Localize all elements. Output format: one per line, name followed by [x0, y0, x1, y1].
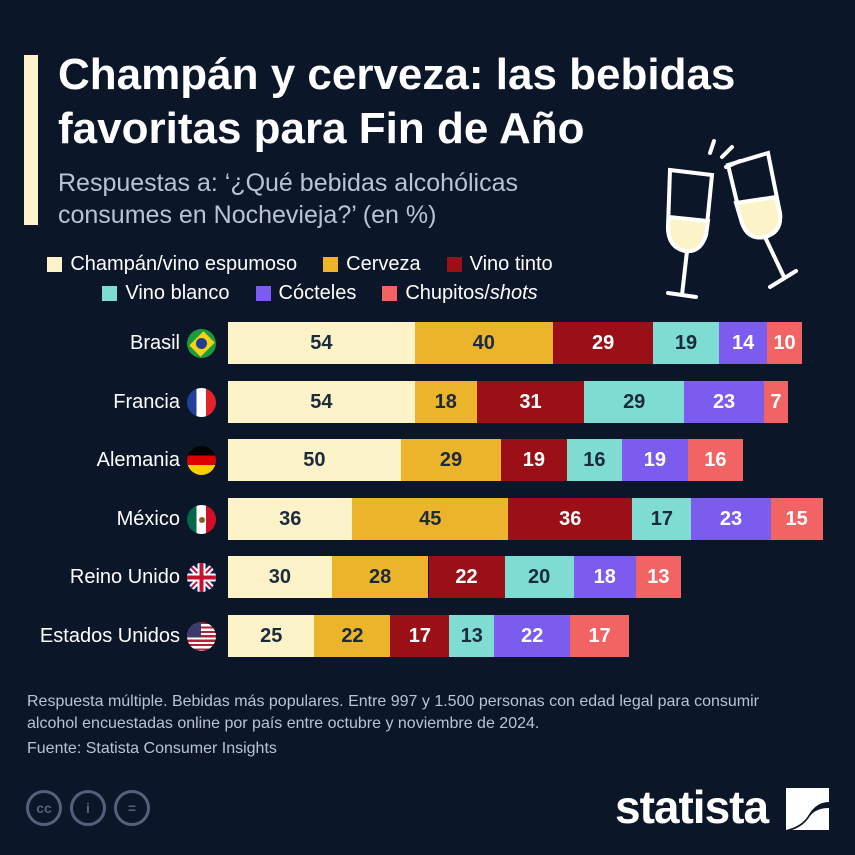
france-flag-icon [187, 388, 216, 417]
legend: Champán/vino espumoso Cerveza Vino tinto V… [0, 250, 600, 308]
bar-segment: 28 [331, 556, 429, 598]
bar-segment: 19 [622, 439, 688, 481]
source: Fuente: Statista Consumer Insights [27, 740, 277, 757]
bar-segment: 50 [228, 439, 401, 481]
bar-segment: 13 [449, 615, 495, 657]
uk-flag-icon [187, 563, 216, 592]
bar-segment: 30 [228, 556, 332, 598]
bar-segment: 23 [691, 498, 771, 540]
bar-segment: 23 [684, 381, 764, 423]
bar-segment: 22 [494, 615, 571, 657]
legend-swatch [446, 257, 462, 272]
category-label: Reino Unido [69, 566, 180, 588]
bar-segment: 16 [566, 439, 623, 481]
category-label: Francia [113, 391, 180, 413]
legend-swatch [47, 257, 63, 272]
bar-segment: 20 [504, 556, 574, 598]
bar-segment: 19 [653, 322, 719, 364]
legend-label: Vino blanco [125, 282, 230, 304]
category-label: Alemania [96, 449, 180, 471]
attribution-icon: i [70, 790, 106, 826]
legend-item: Cerveza [323, 253, 421, 276]
category-label: Estados Unidos [39, 625, 180, 647]
legend-label: Chupitos/shots [405, 282, 538, 304]
bar-segment: 14 [718, 322, 768, 364]
bar-segment: 13 [635, 556, 681, 598]
bar-row: México 36 45 36 17 23 15 [0, 498, 855, 540]
bar-segment: 17 [570, 615, 629, 657]
bar-segment: 36 [508, 498, 633, 540]
bar-segment: 19 [501, 439, 567, 481]
legend-swatch [382, 286, 398, 301]
champagne-glasses-icon [665, 139, 798, 299]
bar-segment: 40 [414, 322, 553, 364]
chart-title: Champán y cerveza: las bebidas favoritas… [58, 50, 736, 153]
bar-segment: 7 [763, 381, 789, 423]
brazil-flag-icon [187, 329, 216, 358]
bar-segment: 54 [228, 381, 415, 423]
statista-logo-mark [786, 788, 829, 830]
bar-segment: 18 [414, 381, 477, 423]
category-label: Brasil [129, 332, 180, 354]
footnote: Respuesta múltiple. Bebidas más populare… [27, 693, 759, 732]
cc-icon: cc [26, 790, 62, 826]
bar-segment: 25 [228, 615, 315, 657]
bar-segment: 16 [687, 439, 744, 481]
legend-item: Champán/vino espumoso [47, 253, 297, 276]
usa-flag-icon [187, 622, 216, 651]
statista-logo: statista [615, 781, 769, 833]
bar-segment: 17 [390, 615, 450, 657]
bar-segment: 15 [770, 498, 823, 540]
bar-segment: 18 [573, 556, 636, 598]
bar-segment: 22 [314, 615, 391, 657]
category-label: México [116, 508, 180, 530]
legend-swatch [323, 257, 339, 272]
license-icons: cc i = [26, 790, 150, 826]
bar-row: Alemania 50 29 19 16 19 16 [0, 439, 855, 481]
bar-segment: 45 [352, 498, 508, 540]
legend-label: Cócteles [278, 282, 357, 304]
no-derivatives-icon: = [114, 790, 150, 826]
title-accent-bar [24, 55, 38, 225]
legend-item: Vino blanco [102, 282, 230, 305]
bar-segment: 36 [228, 498, 353, 540]
legend-item: Vino tinto [446, 253, 553, 276]
bar-segment: 29 [584, 381, 685, 423]
bar-segment: 29 [400, 439, 502, 481]
bar-segment: 29 [552, 322, 654, 364]
bar-row: Brasil 54 40 29 19 14 10 [0, 322, 855, 364]
bar-segment: 17 [632, 498, 692, 540]
bar-segment: 22 [428, 556, 505, 598]
germany-flag-icon [187, 446, 216, 475]
legend-swatch [255, 286, 271, 301]
legend-label: Cerveza [346, 253, 421, 275]
bar-row: Estados Unidos 25 22 17 13 22 17 [0, 615, 855, 657]
legend-item: Chupitos/shots [382, 282, 538, 305]
mexico-flag-icon [187, 505, 216, 534]
legend-swatch [102, 286, 118, 301]
bar-row: Reino Unido 30 28 22 20 18 13 [0, 556, 855, 598]
bar-row: Francia 54 18 31 29 23 7 [0, 381, 855, 423]
legend-label: Vino tinto [469, 253, 553, 275]
bar-segment: 31 [476, 381, 585, 423]
legend-label: Champán/vino espumoso [70, 253, 298, 275]
bar-segment: 10 [767, 322, 802, 364]
bar-segment: 54 [228, 322, 415, 364]
legend-item: Cócteles [255, 282, 357, 305]
chart-subtitle: Respuestas a: ‘¿Qué bebidas alcohólicas … [58, 169, 518, 229]
